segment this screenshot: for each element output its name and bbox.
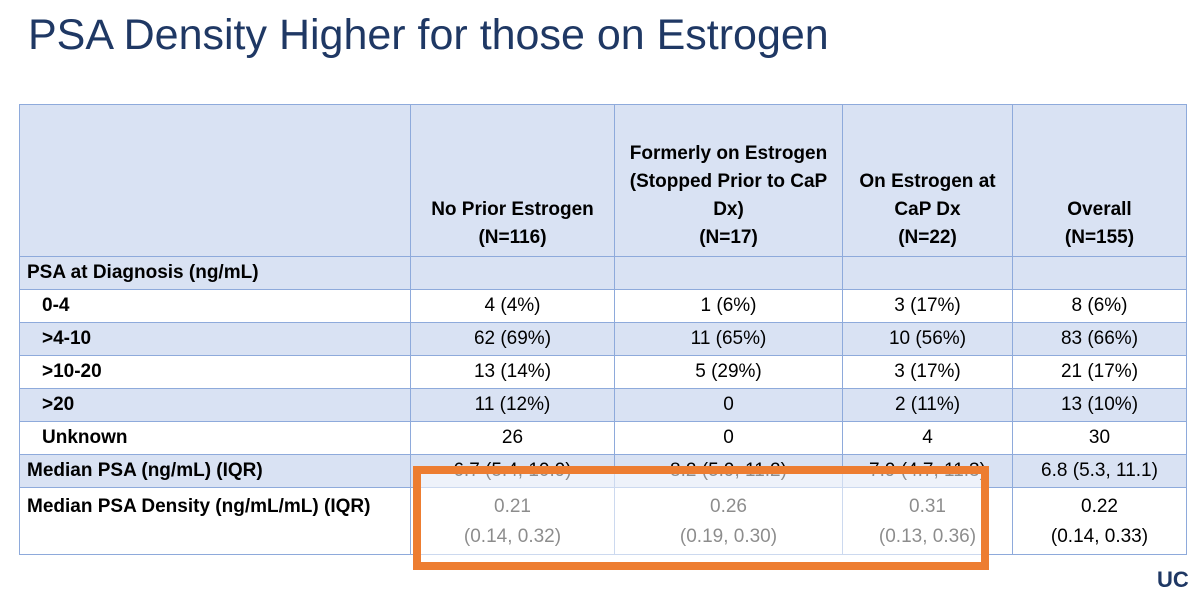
table-header-row: No Prior Estrogen (N=116) Formerly on Es… [19,104,1187,257]
row-label: 0-4 [19,289,411,323]
table-cell: 5 (29%) [614,355,843,389]
header-cell-overall: Overall (N=155) [1012,104,1187,257]
psa-comparison-table: No Prior Estrogen (N=116) Formerly on Es… [19,104,1187,555]
table-cell: 1 (6%) [614,289,843,323]
corner-logo: UC [1157,567,1189,592]
header-formerly-on-estrogen-text: Formerly on Estrogen (Stopped Prior to C… [629,143,828,248]
row-label: Median PSA (ng/mL) (IQR) [19,454,411,488]
table-body: PSA at Diagnosis (ng/mL) 0-4 4 (4%) 1 (6%) 3… [19,256,1187,555]
table-row: 0-4 4 (4%) 1 (6%) 3 (17%) 8 (6%) [19,289,1187,323]
table-cell: 4 [842,421,1013,455]
table-row: Median PSA (ng/mL) (IQR) 6.7 (5.4, 10.9) 8… [19,454,1187,488]
row-label: >10-20 [19,355,411,389]
table-cell: 3 (17%) [842,289,1013,323]
table-row: Unknown 26 0 4 30 [19,421,1187,455]
table-cell: 0 [614,388,843,422]
table-cell: 26 [410,421,615,455]
table-cell: 0 [614,421,843,455]
table-row: >20 11 (12%) 0 2 (11%) 13 (10%) [19,388,1187,422]
table-cell: 0.26 (0.19, 0.30) [614,487,843,555]
table-cell: 8 (6%) [1012,289,1187,323]
table-cell: 11 (12%) [410,388,615,422]
table-cell: 3 (17%) [842,355,1013,389]
table-cell: 8.2 (5.9, 11.2) [614,454,843,488]
table-cell: 0.21 (0.14, 0.32) [410,487,615,555]
table-cell: 0.31 (0.13, 0.36) [842,487,1013,555]
row-label: Unknown [19,421,411,455]
table-cell: 21 (17%) [1012,355,1187,389]
header-cell-no-prior-estrogen: No Prior Estrogen (N=116) [410,104,615,257]
header-cell-formerly-on-estrogen: Formerly on Estrogen (Stopped Prior to C… [614,104,843,257]
table-row: PSA at Diagnosis (ng/mL) [19,256,1187,290]
table-cell: 7.9 (4.7, 11.3) [842,454,1013,488]
header-cell-label [19,104,411,257]
table-cell: 4 (4%) [410,289,615,323]
table-cell: 30 [1012,421,1187,455]
table-cell: 62 (69%) [410,322,615,356]
table-cell: 6.7 (5.4, 10.9) [410,454,615,488]
row-label: >4-10 [19,322,411,356]
table-cell: 2 (11%) [842,388,1013,422]
header-overall-text: Overall (N=155) [1064,199,1135,248]
table-cell [842,256,1013,290]
table-cell [1012,256,1187,290]
row-label: Median PSA Density (ng/mL/mL) (IQR) [19,487,411,555]
table-cell [614,256,843,290]
table-cell: 83 (66%) [1012,322,1187,356]
table-row: Median PSA Density (ng/mL/mL) (IQR) 0.21 … [19,487,1187,555]
table-cell: 0.22 (0.14, 0.33) [1012,487,1187,555]
table-cell [410,256,615,290]
header-on-estrogen-text: On Estrogen at CaP Dx (N=22) [859,171,996,248]
table-cell: 13 (10%) [1012,388,1187,422]
table-cell: 10 (56%) [842,322,1013,356]
header-no-prior-estrogen-text: No Prior Estrogen (N=116) [431,199,594,248]
table-cell: 11 (65%) [614,322,843,356]
table-row: >4-10 62 (69%) 11 (65%) 10 (56%) 83 (66%) [19,322,1187,356]
slide-title: PSA Density Higher for those on Estrogen [28,11,829,59]
table-cell: 6.8 (5.3, 11.1) [1012,454,1187,488]
table-row: >10-20 13 (14%) 5 (29%) 3 (17%) 21 (17%) [19,355,1187,389]
row-label: >20 [19,388,411,422]
table-cell: 13 (14%) [410,355,615,389]
header-cell-on-estrogen: On Estrogen at CaP Dx (N=22) [842,104,1013,257]
row-label: PSA at Diagnosis (ng/mL) [19,256,411,290]
